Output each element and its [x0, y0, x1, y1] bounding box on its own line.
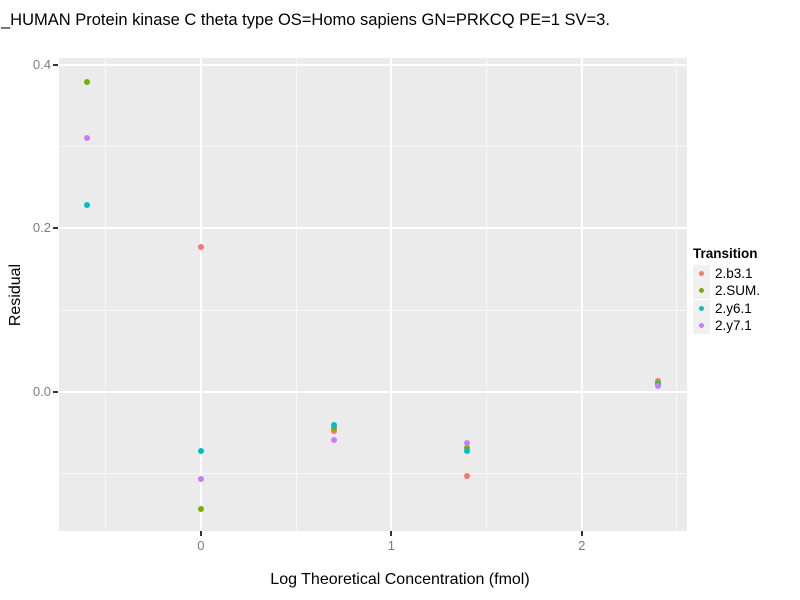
x-tick-mark [580, 530, 583, 536]
gridline-minor-y [59, 145, 687, 147]
legend-item-label: 2.y7.1 [715, 317, 752, 333]
data-point [197, 448, 204, 455]
x-axis-title: Log Theoretical Concentration (fmol) [270, 571, 530, 588]
legend-item-label: 2.b3.1 [715, 266, 753, 281]
legend-key [693, 299, 710, 317]
gridline-major-y [59, 391, 687, 394]
x-tick-mark [390, 530, 393, 536]
data-point [464, 439, 471, 446]
legend: Transition 2.b3.1 2.SUM. 2.y6.1 2.y7.1 [693, 246, 760, 334]
legend-item: 2.SUM. [693, 282, 761, 300]
legend-key [693, 316, 710, 334]
data-point [464, 472, 471, 479]
data-point [83, 201, 90, 208]
gridline-major-y [59, 227, 687, 230]
legend-key [693, 282, 710, 300]
x-tick-label: 1 [387, 537, 395, 553]
y-tick-label: 0.2 [32, 220, 51, 236]
data-point [197, 506, 204, 513]
legend-item: 2.y7.1 [693, 316, 760, 334]
legend-dot-icon [699, 322, 704, 328]
chart-title: _HUMAN Protein kinase C theta type OS=Ho… [1, 11, 610, 29]
x-tick-label: 0 [197, 537, 205, 553]
gridline-minor-x [486, 58, 488, 531]
y-tick-mark [53, 391, 58, 394]
gridline-minor-y [59, 473, 687, 475]
legend-item-label: 2.SUM. [715, 283, 761, 299]
legend-key [693, 265, 710, 282]
gridline-major-x [390, 58, 393, 531]
y-tick-label: 0.4 [32, 56, 51, 72]
legend-item-label: 2.y6.1 [715, 300, 752, 316]
y-tick-label: 0.0 [32, 384, 51, 400]
gridline-major-x [580, 58, 583, 531]
x-tick-label: 2 [578, 537, 586, 553]
data-point [331, 425, 338, 432]
data-point [464, 448, 471, 455]
legend-items: 2.b3.1 2.SUM. 2.y6.1 2.y7.1 [693, 265, 760, 334]
x-tick-mark [199, 530, 202, 536]
legend-title: Transition [693, 246, 758, 261]
y-axis-title: Residual [7, 263, 24, 327]
data-point [83, 135, 90, 142]
gridline-minor-x [105, 58, 107, 531]
data-point [331, 421, 338, 428]
y-tick-mark [53, 63, 58, 66]
y-tick-mark [53, 227, 58, 230]
data-point [654, 382, 661, 389]
data-point [197, 244, 204, 251]
data-point [464, 444, 471, 451]
plot-panel [59, 58, 687, 531]
data-point [197, 475, 204, 482]
gridline-minor-y [59, 309, 687, 311]
legend-item: 2.y6.1 [693, 299, 760, 317]
legend-dot-icon [699, 288, 704, 294]
data-point [331, 437, 338, 444]
legend-dot-icon [699, 271, 704, 276]
data-point [83, 78, 90, 85]
legend-item: 2.b3.1 [693, 265, 760, 282]
gridline-major-y [59, 63, 687, 66]
legend-dot-icon [699, 305, 704, 311]
gridline-minor-x [295, 58, 297, 531]
gridline-major-x [199, 58, 202, 531]
gridline-minor-x [676, 58, 678, 531]
